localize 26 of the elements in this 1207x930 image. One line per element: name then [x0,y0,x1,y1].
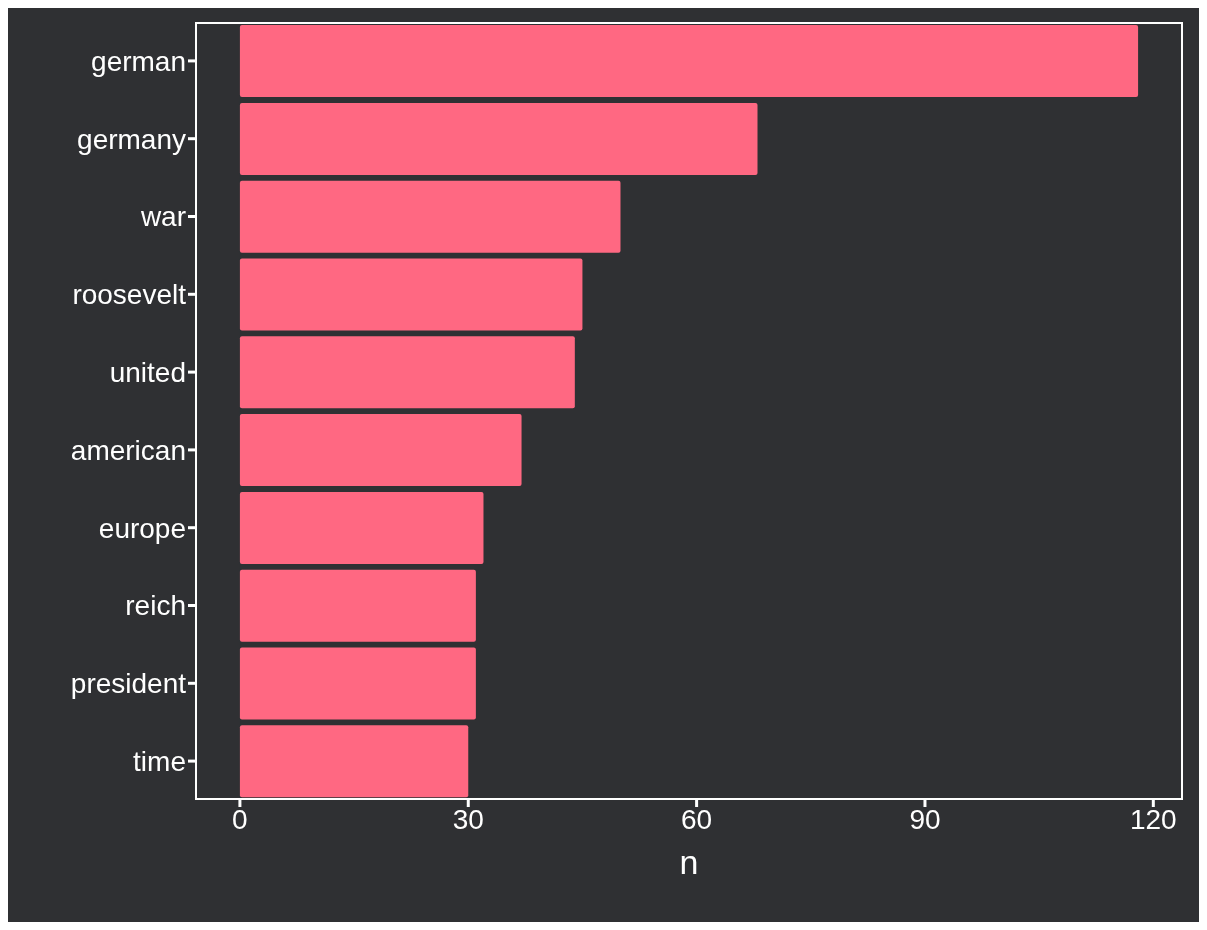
y-tick-label: time [133,746,186,778]
x-tick-label: 30 [452,803,484,835]
x-tick-label: 0 [232,803,248,835]
bar [239,25,1139,98]
y-tick-label: roosevelt [72,279,187,311]
y-tick-label: president [70,668,187,700]
bar [239,647,476,720]
x-tick-label: 60 [681,803,713,835]
y-tick-label: war [139,201,186,233]
x-tick-label: 120 [1129,803,1177,835]
bar [239,725,469,798]
bar [239,258,583,331]
x-tick-label: 90 [909,803,941,835]
y-tick-label: german [91,45,186,77]
y-tick-label: europe [98,512,186,544]
y-tick-label: american [70,434,186,466]
y-tick-label: germany [77,123,186,155]
bar [239,102,758,175]
y-tick-label: united [109,357,186,389]
bar [239,569,476,642]
y-tick-label: reich [125,590,186,622]
bar [239,336,575,409]
bar [239,180,621,253]
bar [239,491,484,564]
bar [239,414,522,487]
x-axis-title: n [679,843,699,882]
